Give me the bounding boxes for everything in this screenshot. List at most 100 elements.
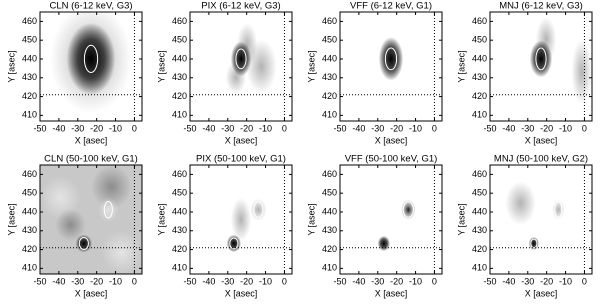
x-tick-label: -30 (71, 123, 84, 133)
y-tick-label: 430 (172, 72, 187, 82)
contour (384, 47, 398, 71)
y-axis-label: Y [asec] (456, 203, 466, 235)
contour (103, 201, 113, 219)
x-tick-label: -10 (409, 276, 422, 286)
x-tick-label: -30 (221, 276, 234, 286)
x-tick-label: -10 (559, 123, 572, 133)
image (490, 165, 592, 274)
contour (83, 44, 99, 73)
y-axis-label: Y [asec] (156, 50, 166, 82)
emission (98, 196, 119, 223)
y-tick-label: 440 (22, 206, 37, 216)
plot-frame (189, 11, 293, 122)
x-axis-label: X [asec] (525, 288, 558, 298)
x-tick-label: -10 (259, 123, 272, 133)
x-tick-label: -40 (202, 276, 215, 286)
image (40, 12, 142, 121)
y-tick-label: 430 (472, 225, 487, 235)
y-tick-label: 430 (322, 225, 337, 235)
emission (55, 208, 86, 242)
image (340, 12, 442, 121)
x-tick-label: -50 (333, 123, 346, 133)
contour (229, 237, 239, 250)
x-tick-label: -50 (483, 123, 496, 133)
y-axis-label: Y [asec] (6, 50, 16, 82)
x-axis-label: X [asec] (525, 135, 558, 145)
y-axis-label: Y [asec] (156, 203, 166, 235)
x-tick-label: -10 (109, 123, 122, 133)
x-tick-label: -50 (483, 276, 496, 286)
x-tick-label: 0 (582, 276, 587, 286)
y-tick-label: 430 (172, 225, 187, 235)
x-tick-label: -10 (259, 276, 272, 286)
x-tick-label: -40 (52, 123, 65, 133)
y-tick-label: 420 (22, 91, 37, 101)
y-tick-label: 420 (172, 244, 187, 254)
image (190, 12, 292, 121)
y-tick-label: 410 (172, 110, 187, 120)
x-tick-label: -50 (33, 276, 46, 286)
x-tick-label: 0 (132, 276, 137, 286)
panel: CLN (50-100 keV, G1) -50 -40 -30 -20 -10 0 410 4… (6, 154, 143, 298)
y-tick-label: 440 (322, 206, 337, 216)
y-tick-label: 450 (472, 35, 487, 45)
emission (571, 39, 592, 105)
y-tick-label: 440 (22, 53, 37, 63)
image (340, 165, 442, 274)
panel: MNJ (50-100 keV, G2) -50 -40 -30 -20 -10 0 410 4… (456, 154, 593, 298)
x-tick-label: -10 (109, 276, 122, 286)
contour (535, 47, 547, 71)
x-tick-label: -20 (240, 123, 253, 133)
emission (101, 230, 142, 274)
y-tick-label: 440 (472, 206, 487, 216)
y-tick-label: 450 (172, 35, 187, 45)
contour (530, 238, 538, 249)
x-tick-label: 0 (282, 123, 287, 133)
plot-frame (39, 164, 143, 275)
x-axis-label: X [asec] (375, 135, 408, 145)
panel: VFF (6-12 keV, G1) -50 -40 -30 -20 -10 0 410 420… (306, 1, 443, 145)
y-axis-label: Y [asec] (6, 203, 16, 235)
x-tick-label: -40 (502, 123, 515, 133)
y-tick-label: 460 (472, 169, 487, 179)
y-tick-label: 460 (322, 169, 337, 179)
x-tick-label: -50 (183, 276, 196, 286)
panel-title: CLN (6-12 keV, G3) (49, 1, 132, 12)
y-tick-label: 420 (322, 244, 337, 254)
y-tick-label: 430 (322, 72, 337, 82)
contour (402, 201, 414, 218)
contour (235, 48, 247, 70)
y-tick-label: 420 (322, 91, 337, 101)
x-tick-label: -30 (221, 123, 234, 133)
y-tick-label: 430 (472, 72, 487, 82)
y-tick-label: 460 (22, 16, 37, 26)
y-tick-label: 430 (22, 225, 37, 235)
x-tick-label: -20 (90, 123, 103, 133)
y-tick-label: 450 (22, 188, 37, 198)
panel-title: MNJ (50-100 keV, G2) (494, 154, 588, 165)
plot-frame (339, 11, 443, 122)
y-tick-label: 440 (322, 53, 337, 63)
x-tick-label: -40 (202, 123, 215, 133)
panel: PIX (50-100 keV, G1) -50 -40 -30 -20 -10 0 410 4… (156, 154, 293, 298)
x-tick-label: 0 (282, 276, 287, 286)
image (40, 165, 142, 274)
x-tick-label: -10 (559, 276, 572, 286)
image-background (490, 165, 592, 274)
x-tick-label: -40 (52, 276, 65, 286)
panel-title: PIX (6-12 keV, G3) (201, 1, 280, 12)
x-tick-label: -20 (540, 276, 553, 286)
x-tick-label: -20 (90, 276, 103, 286)
y-tick-label: 410 (172, 263, 187, 273)
x-tick-label: -40 (352, 123, 365, 133)
emission (552, 199, 565, 220)
contour (253, 201, 264, 218)
y-tick-label: 410 (472, 263, 487, 273)
y-axis-label: Y [asec] (306, 50, 316, 82)
y-tick-label: 460 (472, 16, 487, 26)
x-tick-label: -30 (521, 123, 534, 133)
y-tick-label: 420 (22, 244, 37, 254)
y-tick-label: 450 (322, 35, 337, 45)
x-tick-label: -20 (390, 123, 403, 133)
